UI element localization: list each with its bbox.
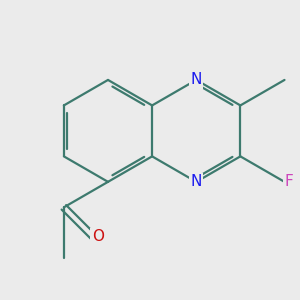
Text: O: O (92, 230, 104, 244)
Text: N: N (190, 72, 202, 87)
Text: N: N (190, 174, 202, 189)
Text: F: F (284, 174, 293, 189)
